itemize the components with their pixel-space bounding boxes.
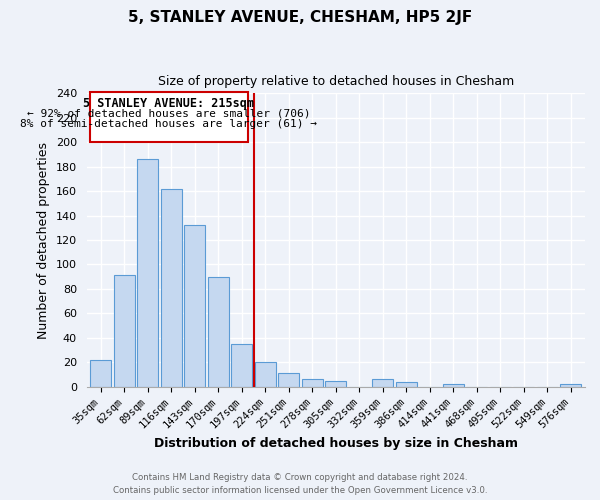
Bar (255, 362, 276, 386)
Bar (231, 344, 253, 387)
Bar (161, 188, 182, 386)
Bar (90, 360, 112, 386)
Text: 8% of semi-detached houses are larger (61) →: 8% of semi-detached houses are larger (6… (20, 119, 317, 129)
Bar (302, 380, 323, 386)
Bar (443, 384, 464, 386)
Y-axis label: Number of detached properties: Number of detached properties (37, 142, 50, 338)
Bar (278, 374, 299, 386)
Bar (208, 276, 229, 386)
Bar (114, 276, 135, 386)
Bar (396, 382, 417, 386)
Text: Contains HM Land Registry data © Crown copyright and database right 2024.
Contai: Contains HM Land Registry data © Crown c… (113, 474, 487, 495)
Text: 5, STANLEY AVENUE, CHESHAM, HP5 2JF: 5, STANLEY AVENUE, CHESHAM, HP5 2JF (128, 10, 472, 25)
Bar (325, 380, 346, 386)
X-axis label: Distribution of detached houses by size in Chesham: Distribution of detached houses by size … (154, 437, 518, 450)
Bar (184, 226, 205, 386)
FancyBboxPatch shape (90, 92, 248, 142)
Text: 5 STANLEY AVENUE: 215sqm: 5 STANLEY AVENUE: 215sqm (83, 97, 254, 110)
Bar (137, 160, 158, 386)
Text: ← 92% of detached houses are smaller (706): ← 92% of detached houses are smaller (70… (27, 108, 311, 118)
Bar (372, 380, 394, 386)
Bar (560, 384, 581, 386)
Title: Size of property relative to detached houses in Chesham: Size of property relative to detached ho… (158, 75, 514, 88)
